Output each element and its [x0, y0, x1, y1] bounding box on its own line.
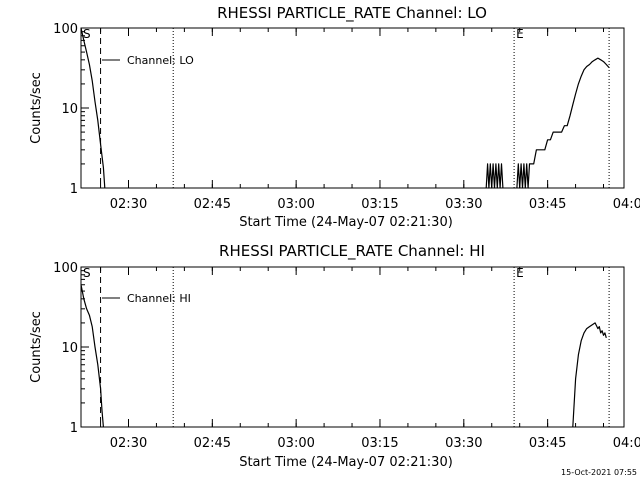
x-tick-label: 04:00 — [613, 197, 640, 212]
x-tick-label: 02:45 — [194, 436, 231, 451]
series-line-segment — [80, 27, 106, 189]
y-tick-label: 1 — [70, 182, 78, 197]
x-tick-label: 02:30 — [110, 197, 147, 212]
x-axis-label: Start Time (24-May-07 02:21:30) — [239, 215, 453, 230]
series-line-segment — [572, 322, 607, 428]
y-tick-labels: 1 10 100 — [53, 261, 78, 436]
data-series — [80, 27, 610, 189]
y-tick-label: 1 — [70, 421, 78, 436]
series-line-segment — [516, 57, 610, 189]
footer-timestamp: 15-Oct-2021 07:55 — [561, 468, 637, 477]
series-line-segment — [80, 284, 104, 428]
x-tick-label: 03:15 — [361, 436, 398, 451]
plot-frame — [80, 266, 625, 428]
x-tick-labels: 02:30 02:45 03:00 03:15 03:30 03:45 04:00 — [110, 197, 640, 212]
x-tick-label: 03:30 — [445, 436, 482, 451]
marker-label: S — [83, 266, 91, 280]
chart-panel-hi: RHESSI PARTICLE_RATE Channel: HI Counts/… — [29, 242, 640, 470]
y-axis-label: Counts/sec — [29, 72, 44, 144]
plot-frame — [80, 27, 625, 189]
legend-label: Channel: LO — [127, 54, 194, 67]
tick-marks — [81, 27, 605, 189]
chart-title: RHESSI PARTICLE_RATE Channel: HI — [219, 242, 485, 261]
y-tick-label: 100 — [53, 261, 78, 276]
data-series — [80, 284, 607, 428]
marker-label: E — [516, 266, 524, 280]
chart-panel-lo: RHESSI PARTICLE_RATE Channel: LO Counts/… — [29, 4, 640, 230]
x-tick-label: 03:45 — [529, 436, 566, 451]
series-line-segment — [485, 163, 504, 189]
x-tick-label: 03:00 — [277, 197, 314, 212]
legend: Channel: LO — [102, 54, 194, 67]
x-tick-label: 03:30 — [445, 197, 482, 212]
marker-label: S — [83, 27, 91, 41]
x-tick-label: 02:45 — [194, 197, 231, 212]
x-tick-labels: 02:30 02:45 03:00 03:15 03:30 03:45 04:00 — [110, 436, 640, 451]
x-tick-label: 03:00 — [277, 436, 314, 451]
y-tick-labels: 1 10 100 — [53, 22, 78, 197]
y-axis-label: Counts/sec — [29, 311, 44, 383]
y-tick-label: 10 — [61, 341, 78, 356]
tick-marks — [81, 266, 605, 428]
x-tick-label: 02:30 — [110, 436, 147, 451]
x-tick-label: 03:45 — [529, 197, 566, 212]
y-tick-label: 100 — [53, 22, 78, 37]
y-tick-label: 10 — [61, 102, 78, 117]
x-tick-label: 03:15 — [361, 197, 398, 212]
legend-label: Channel: HI — [127, 292, 191, 305]
x-tick-label: 04:00 — [613, 436, 640, 451]
legend: Channel: HI — [102, 292, 191, 305]
chart-title: RHESSI PARTICLE_RATE Channel: LO — [217, 4, 487, 23]
marker-label: E — [516, 27, 524, 41]
x-axis-label: Start Time (24-May-07 02:21:30) — [239, 455, 453, 470]
